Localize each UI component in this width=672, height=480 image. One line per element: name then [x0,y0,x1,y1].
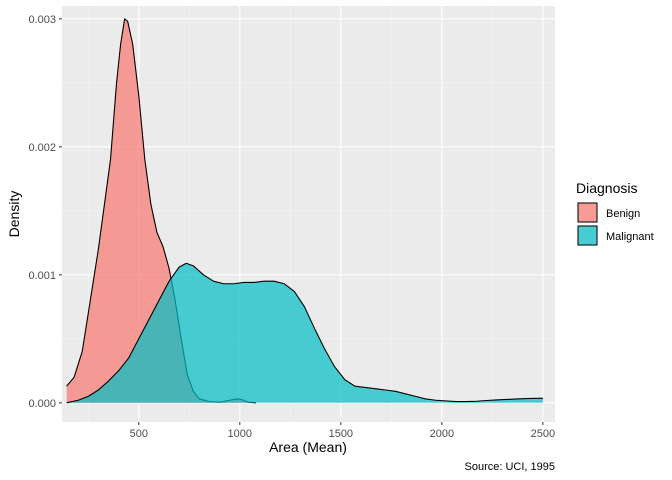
density-series-layer [66,18,543,404]
density-area-malignant [66,263,543,403]
x-tick-label: 1000 [228,428,252,440]
y-tick-label: 0.000 [28,398,56,410]
legend-title: Diagnosis [576,180,637,196]
x-axis: 500 1000 1500 2000 2500 [130,422,555,440]
x-axis-title: Area (Mean) [269,439,347,455]
y-axis: 0.000 0.001 0.002 0.003 [28,14,62,410]
x-tick-label: 2000 [430,428,454,440]
legend-swatch-benign [577,202,598,223]
y-tick-label: 0.001 [28,270,56,282]
y-tick-label: 0.003 [28,14,56,26]
x-tick-label: 2500 [531,428,555,440]
y-axis-title: Density [6,191,22,238]
x-tick-label: 1500 [329,428,353,440]
legend-swatch-malignant [577,225,598,246]
density-outline-malignant [66,262,543,404]
legend-label-benign: Benign [606,208,640,220]
x-tick-label: 500 [130,428,148,440]
density-area-benign [66,18,256,403]
y-tick-label: 0.002 [28,142,56,154]
legend-label-malignant: Malignant [606,231,654,243]
caption: Source: UCI, 1995 [465,461,556,473]
legend: Diagnosis Benign Malignant [576,180,654,246]
